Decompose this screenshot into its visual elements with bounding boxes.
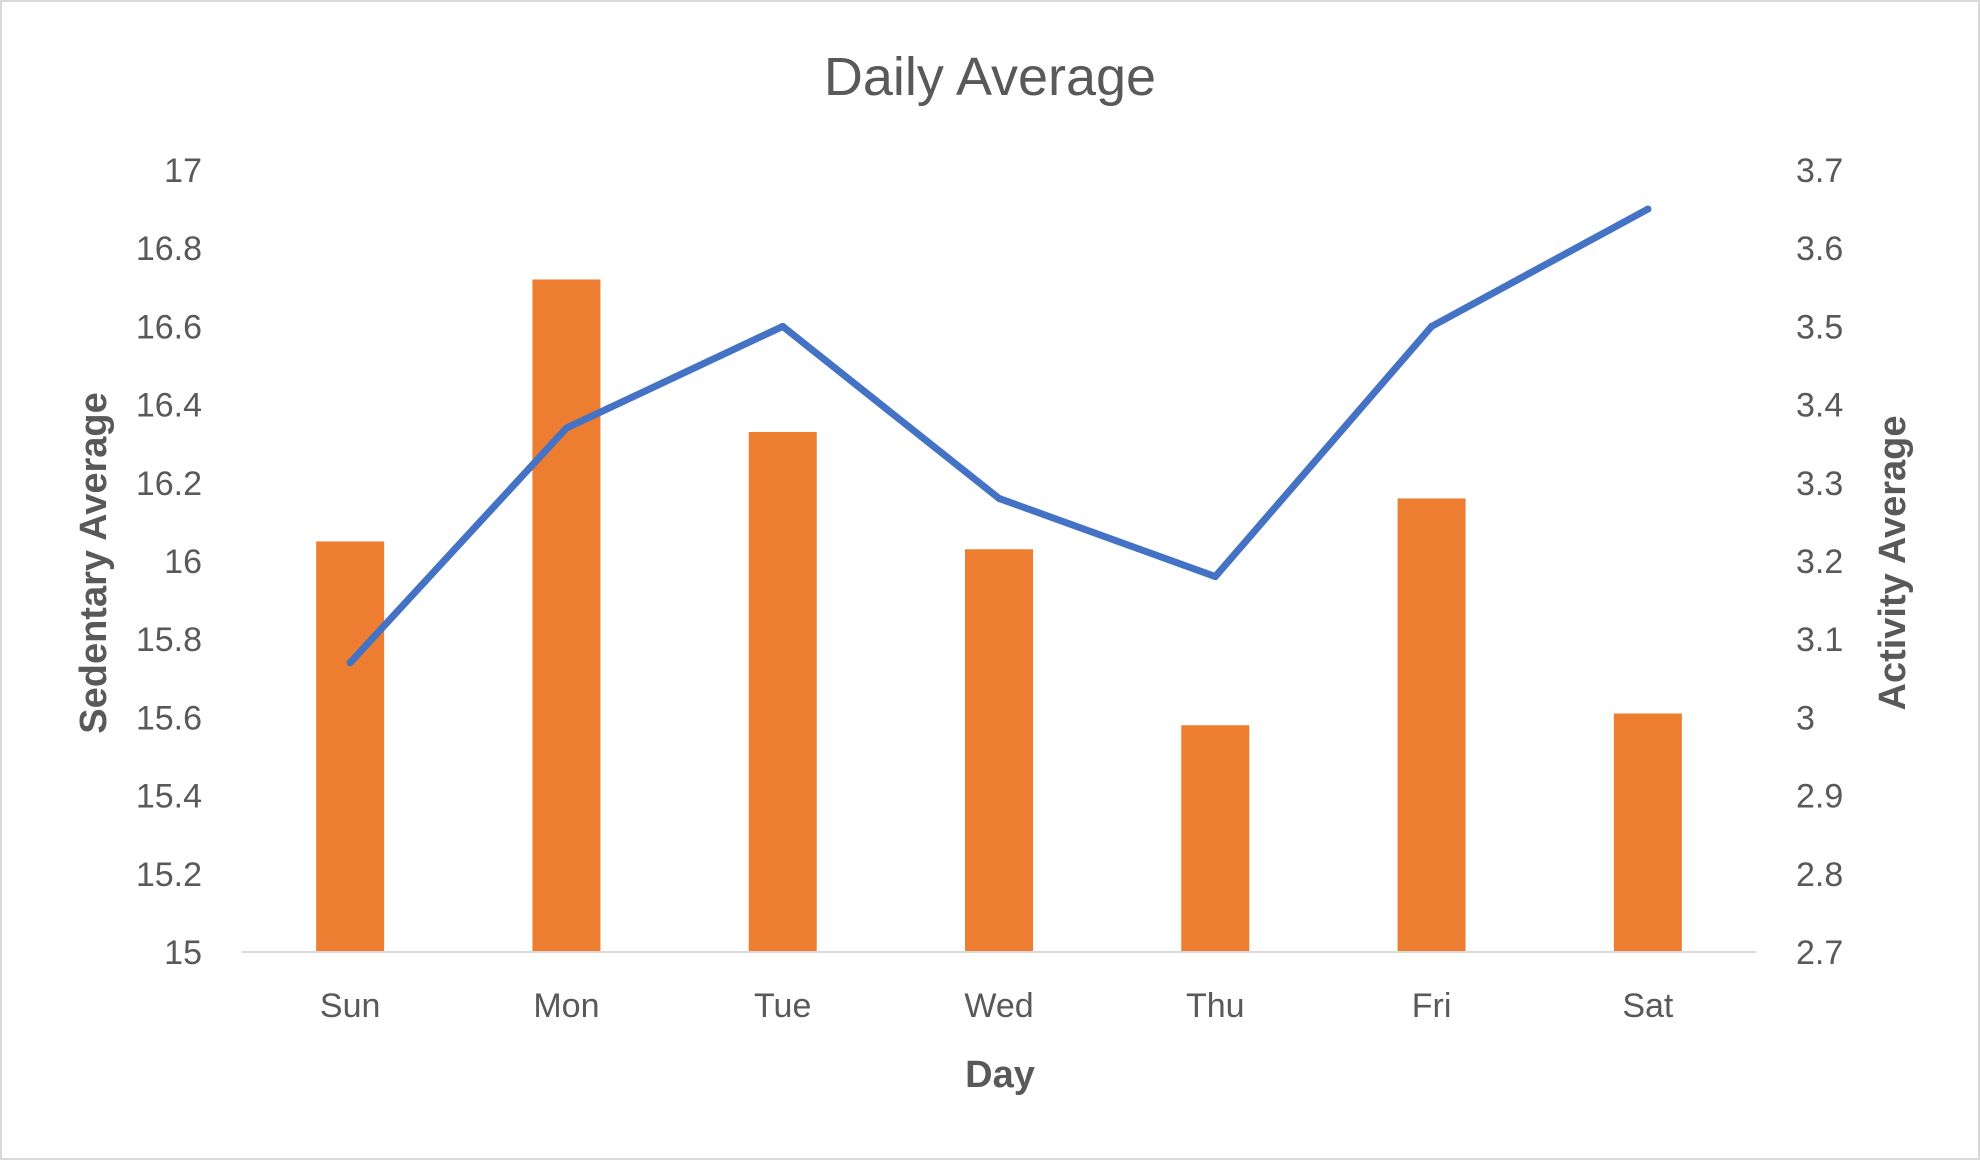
y-left-tick-label: 16.2 [136, 465, 202, 503]
line-point [779, 322, 787, 330]
x-tick-label: Thu [1186, 987, 1245, 1025]
y-left-tick-label: 15.8 [136, 621, 202, 659]
line-point [1211, 573, 1219, 581]
y-left-axis-title: Sedentary Average [73, 392, 115, 733]
y-left-tick-label: 16.4 [136, 387, 202, 425]
chart-title: Daily Average [824, 47, 1156, 107]
y-right-tick-label: 3.6 [1796, 230, 1843, 268]
y-left-tick-label: 16.6 [136, 308, 202, 346]
line-point [1644, 205, 1652, 213]
bar [1397, 498, 1466, 952]
y-right-tick-label: 3.2 [1796, 543, 1843, 581]
x-tick-label: Wed [964, 987, 1033, 1025]
y-right-tick-label: 3.1 [1796, 621, 1843, 659]
y-right-tick-label: 3.3 [1796, 465, 1843, 503]
y-left-tick-label: 16 [164, 543, 202, 581]
line-point [1428, 322, 1436, 330]
y-right-tick-label: 3 [1796, 699, 1815, 737]
x-tick-label: Tue [754, 987, 811, 1025]
y-right-tick-label: 2.8 [1796, 856, 1843, 894]
y-right-tick-label: 3.7 [1796, 152, 1843, 190]
x-tick-label: Mon [533, 987, 599, 1025]
bar [1181, 725, 1250, 952]
x-axis-title: Day [965, 1054, 1035, 1096]
x-tick-label: Sun [320, 987, 381, 1025]
line-point [346, 659, 354, 667]
plot-area: 15 15.2 15.4 15.6 15.8 16 16.2 16.4 16.6 16.8 17 2.… [136, 152, 1843, 1025]
y-left-tick-label: 16.8 [136, 230, 202, 268]
bar [1613, 713, 1682, 952]
y-left-tick-label: 17 [164, 152, 202, 190]
line-point [562, 424, 570, 432]
y-right-tick-label: 3.5 [1796, 308, 1843, 346]
bar [532, 279, 601, 953]
y-left-tick-label: 15 [164, 934, 202, 972]
bar [748, 431, 817, 953]
y-right-axis-title: Activity Average [1872, 416, 1914, 711]
y-right-tick-label: 3.4 [1796, 387, 1843, 425]
y-left-tick-label: 15.2 [136, 856, 202, 894]
bar [965, 549, 1033, 952]
x-tick-label: Fri [1412, 987, 1452, 1025]
y-right-tick-label: 2.7 [1796, 934, 1843, 972]
y-left-tick-label: 15.6 [136, 699, 202, 737]
bar [316, 541, 385, 952]
x-tick-label: Sat [1622, 987, 1674, 1025]
line-point [995, 494, 1003, 502]
y-right-tick-label: 2.9 [1796, 778, 1843, 816]
y-left-tick-label: 15.4 [136, 778, 202, 816]
